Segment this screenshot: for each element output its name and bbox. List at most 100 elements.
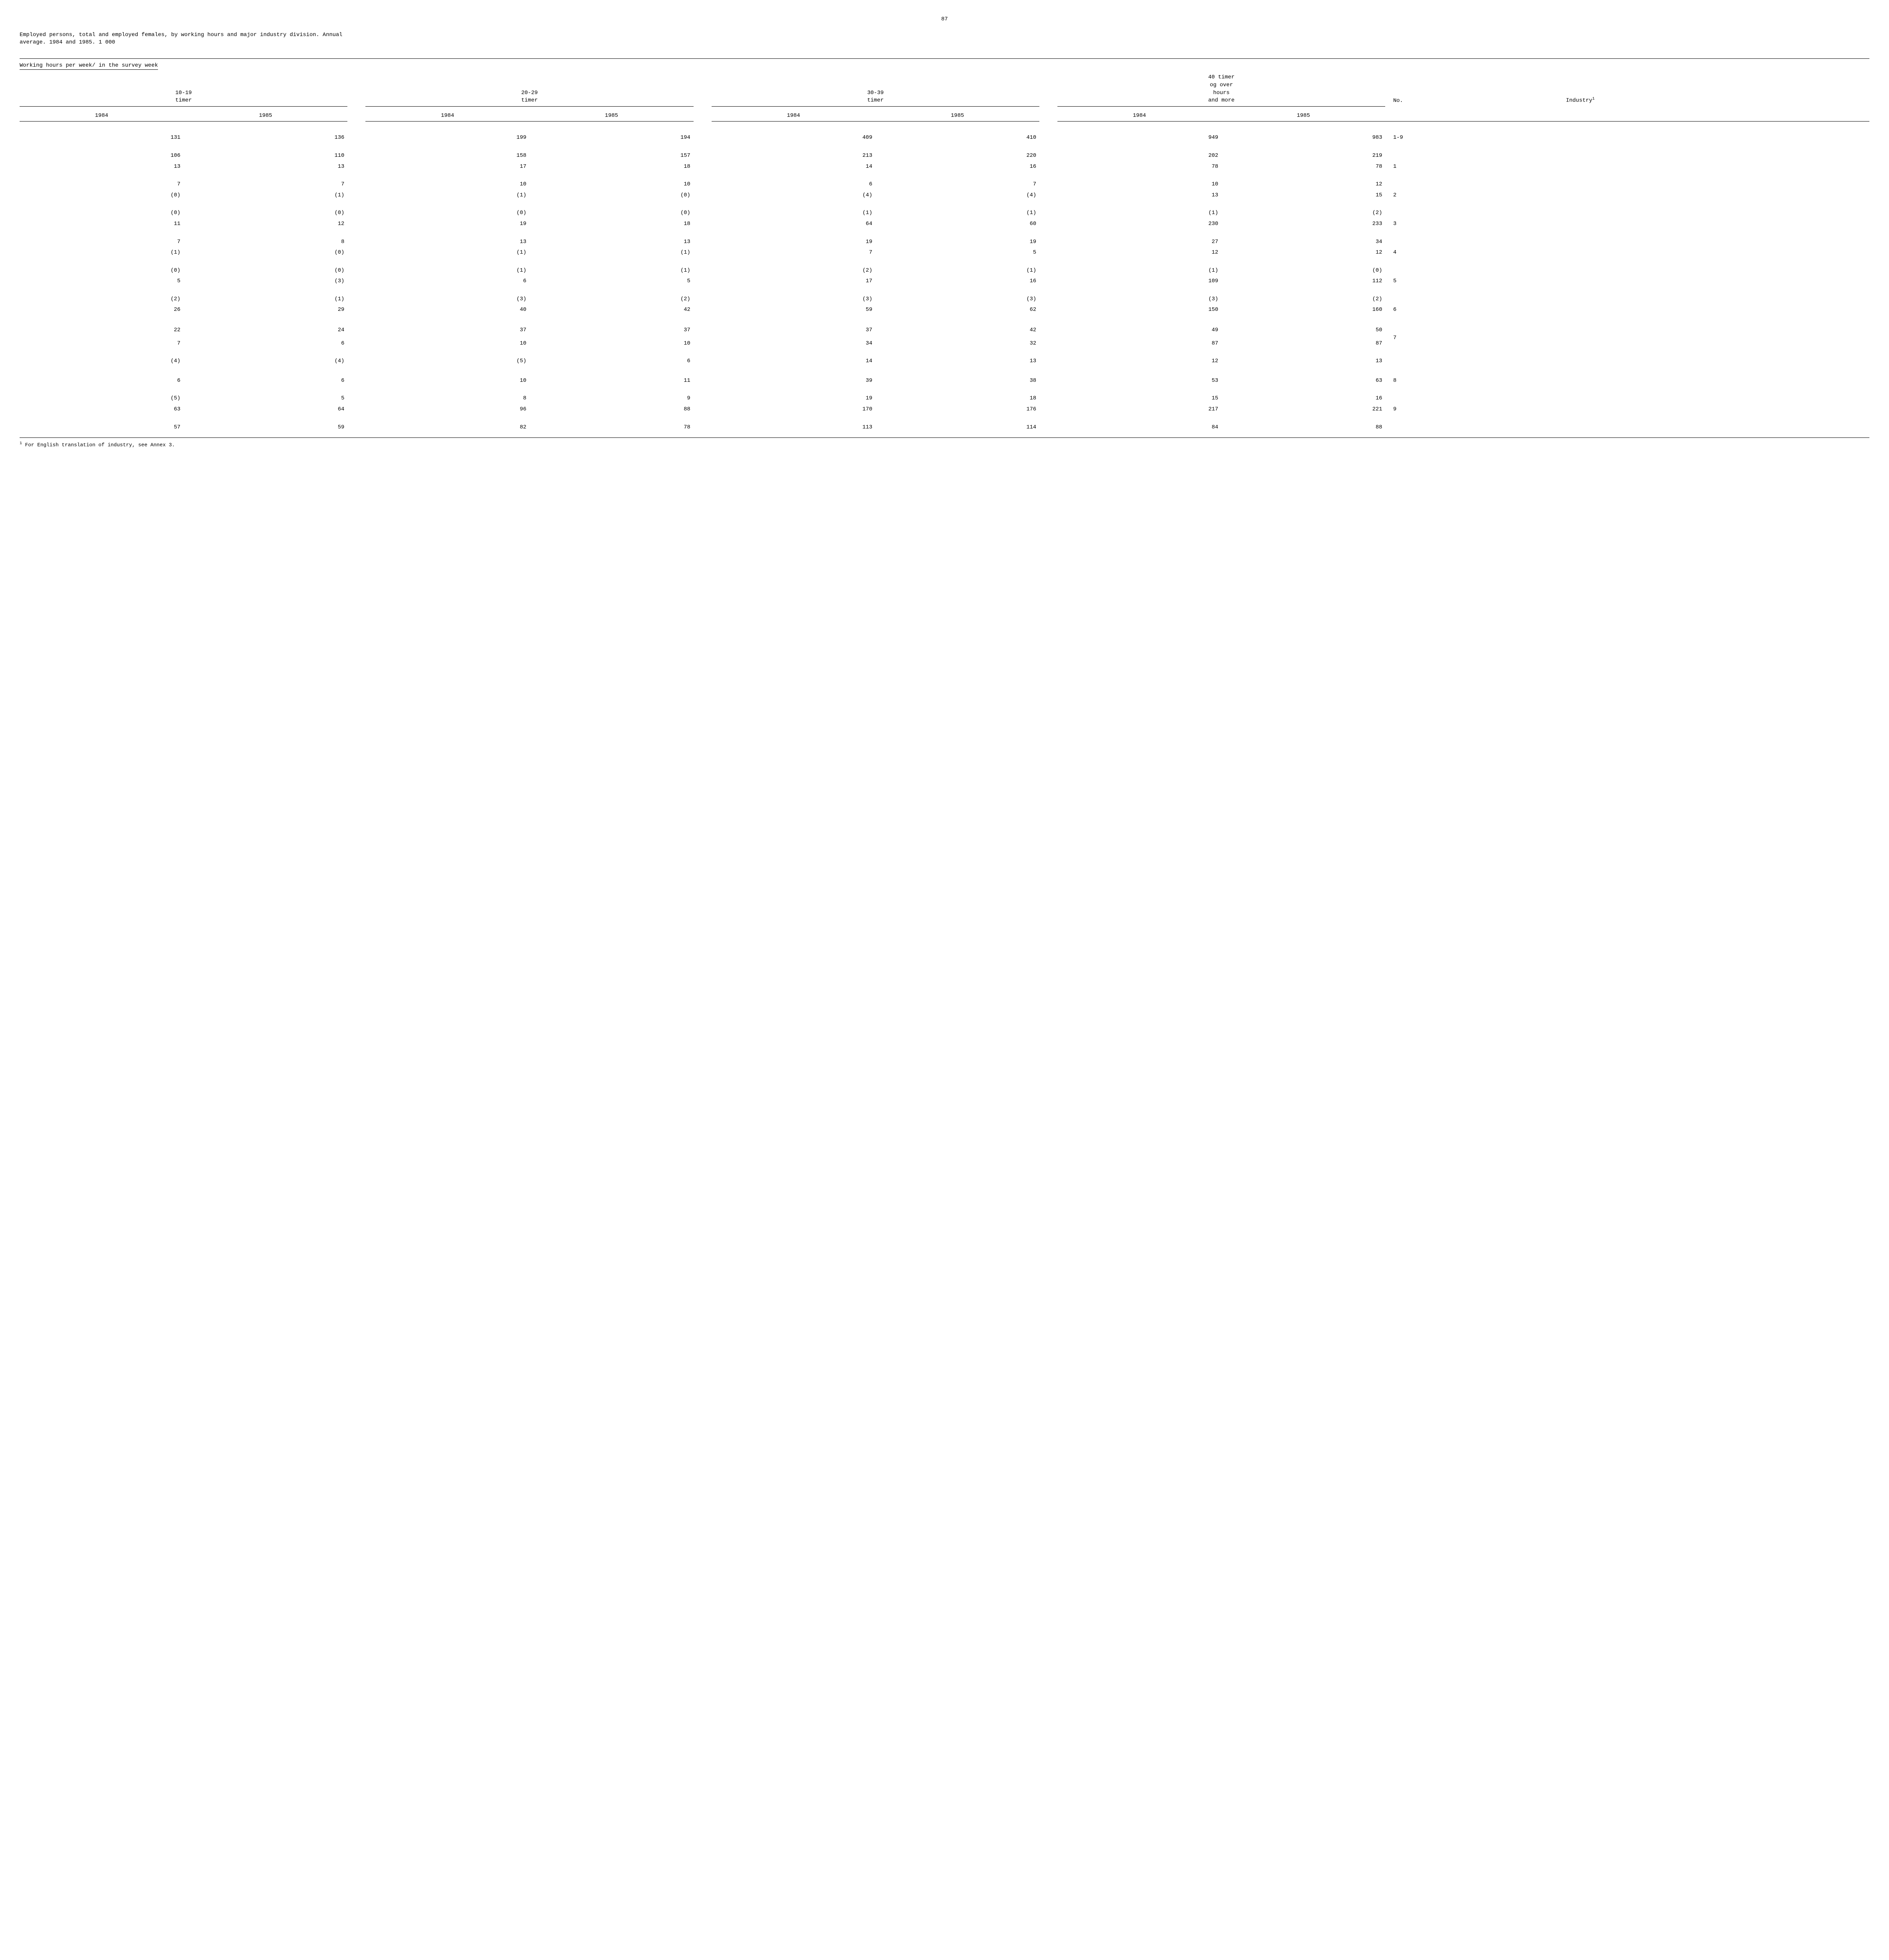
data-cell: 22 (20, 325, 183, 336)
data-cell: 410 (875, 132, 1039, 143)
table-row: 13131718141678781 (20, 162, 1869, 172)
industry-label-cell (1561, 325, 1869, 336)
data-cell: 49 (1057, 325, 1221, 336)
data-cell: 78 (1057, 162, 1221, 172)
industry-no (1385, 151, 1561, 162)
data-cell: (0) (183, 208, 347, 219)
year-1984: 1984 (365, 111, 529, 122)
footnote: 1 For English translation of industry, s… (20, 441, 1869, 449)
data-cell: (0) (530, 208, 694, 219)
data-cell: 29 (183, 305, 347, 316)
table-row: 2224373737424950 (20, 325, 1869, 336)
data-cell: 7 (183, 179, 347, 190)
data-cell: 18 (530, 219, 694, 230)
data-cell: 6 (712, 179, 875, 190)
data-cell: 82 (365, 422, 529, 433)
data-cell: 59 (183, 422, 347, 433)
data-cell: (3) (712, 294, 875, 305)
data-cell: 233 (1221, 219, 1385, 230)
data-cell: 64 (712, 219, 875, 230)
industry-header: Industry1 (1561, 72, 1869, 106)
data-cell: (3) (875, 294, 1039, 305)
industry-no: 1-9 (1385, 132, 1561, 143)
data-cell: 78 (530, 422, 694, 433)
table-row: 2629404259621501606 (20, 305, 1869, 316)
data-cell: 18 (875, 393, 1039, 404)
data-cell: 19 (875, 237, 1039, 248)
data-cell: 15 (1057, 393, 1221, 404)
data-cell: 158 (365, 151, 529, 162)
industry-no: 9 (1385, 404, 1561, 415)
data-cell: (1) (530, 265, 694, 276)
data-cell: 6 (530, 356, 694, 367)
industry-no: 3 (1385, 219, 1561, 230)
table-row: 575982781131148488 (20, 422, 1869, 433)
data-cell: (1) (875, 208, 1039, 219)
data-cell: (0) (1221, 265, 1385, 276)
industry-label-cell (1561, 276, 1869, 287)
data-cell: 110 (183, 151, 347, 162)
data-cell: 38 (875, 376, 1039, 387)
table-body: 1311361991944094109499831-91061101581572… (20, 122, 1869, 434)
year-1984: 1984 (1057, 111, 1221, 122)
data-cell: (1) (712, 208, 875, 219)
data-cell: 157 (530, 151, 694, 162)
data-cell: 27 (1057, 237, 1221, 248)
data-cell: 8 (183, 237, 347, 248)
data-cell: 7 (712, 247, 875, 258)
data-cell: 194 (530, 132, 694, 143)
data-cell: 131 (20, 132, 183, 143)
table-title: Employed persons, total and employed fem… (20, 31, 1869, 47)
data-cell: 16 (875, 276, 1039, 287)
data-cell: 12 (1057, 356, 1221, 367)
data-cell: 19 (712, 237, 875, 248)
data-cell: 16 (1221, 393, 1385, 404)
data-cell: 219 (1221, 151, 1385, 162)
industry-no (1385, 237, 1561, 248)
data-cell: (1) (20, 247, 183, 258)
industry-label-cell (1561, 219, 1869, 230)
data-cell: (1) (530, 247, 694, 258)
industry-label-cell (1561, 265, 1869, 276)
year-header-row: 1984 1985 1984 1985 1984 1985 1984 1985 (20, 111, 1869, 122)
data-cell: 6 (365, 276, 529, 287)
data-cell: (1) (365, 190, 529, 201)
data-cell: 57 (20, 422, 183, 433)
data-cell: (1) (875, 265, 1039, 276)
data-cell: (0) (183, 247, 347, 258)
data-cell: 60 (875, 219, 1039, 230)
data-table: 10-19 timer 20-29 timer 30-39 timer 40 t… (20, 72, 1869, 434)
year-1985: 1985 (875, 111, 1039, 122)
industry-no: 4 (1385, 247, 1561, 258)
data-cell: 13 (530, 237, 694, 248)
table-row: (2)(1)(3)(2)(3)(3)(3)(2) (20, 294, 1869, 305)
data-cell: 37 (365, 325, 529, 336)
table-row: (1)(0)(1)(1)7512124 (20, 247, 1869, 258)
data-cell: 26 (20, 305, 183, 316)
industry-no (1385, 208, 1561, 219)
data-cell: (1) (183, 190, 347, 201)
section-header: Working hours per week/ in the survey we… (20, 62, 158, 70)
data-cell: 14 (712, 356, 875, 367)
data-cell: (0) (20, 190, 183, 201)
industry-no (1385, 179, 1561, 190)
data-cell: 7 (20, 179, 183, 190)
data-cell: (1) (365, 247, 529, 258)
data-cell: 37 (712, 325, 875, 336)
data-cell: 15 (1221, 190, 1385, 201)
data-cell: 13 (183, 162, 347, 172)
data-cell: 12 (1221, 247, 1385, 258)
industry-label-cell (1561, 404, 1869, 415)
data-cell: 10 (530, 179, 694, 190)
table-row: 761010343287877 (20, 338, 1869, 349)
table-row: 636496881701762172219 (20, 404, 1869, 415)
data-cell: 199 (365, 132, 529, 143)
data-cell: (1) (183, 294, 347, 305)
data-cell: 202 (1057, 151, 1221, 162)
data-cell: 59 (712, 305, 875, 316)
table-row: 5(3)6517161091125 (20, 276, 1869, 287)
data-cell: 13 (875, 356, 1039, 367)
data-cell: 10 (365, 179, 529, 190)
table-row: (5)58919181516 (20, 393, 1869, 404)
data-cell: (0) (183, 265, 347, 276)
